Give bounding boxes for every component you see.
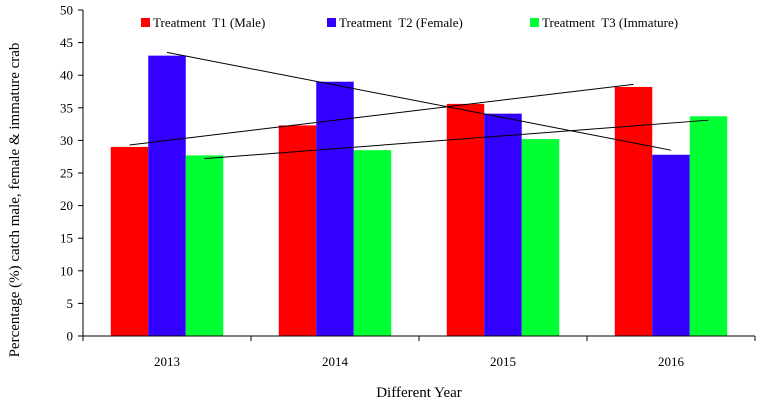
bar-3-2015	[521, 139, 560, 336]
y-tick-label: 30	[60, 133, 73, 148]
bar-1-2016	[614, 86, 653, 336]
bar-2-2016	[652, 154, 690, 336]
y-tick-label: 20	[60, 198, 73, 213]
legend-label-2: Treatment T2 (Female)	[339, 15, 463, 30]
bar-1-2013	[110, 146, 149, 336]
legend-label-3: Treatment T3 (Immature)	[542, 15, 678, 30]
bar-1-2014	[278, 125, 317, 337]
y-tick-label: 5	[67, 296, 74, 311]
y-tick-label: 25	[60, 166, 73, 181]
y-tick-label: 40	[60, 68, 73, 83]
plot-area: 0 5 10 15 20 25 30 35 40 45 50 2013 2014 2015 2016	[60, 3, 756, 369]
x-tick-label: 2014	[322, 354, 349, 369]
legend-swatch-3	[530, 18, 539, 27]
y-tick-label: 35	[60, 100, 73, 115]
bar-1-2015	[446, 103, 485, 336]
x-tick-label: 2013	[154, 354, 180, 369]
bar-2-2013	[148, 55, 186, 336]
trendline-1	[129, 83, 634, 146]
bar-2-2015	[484, 113, 522, 336]
legend: Treatment T1 (Male) Treatment T2 (Female)…	[141, 15, 678, 30]
legend-label-1: Treatment T1 (Male)	[153, 15, 265, 30]
y-tick-label: 50	[60, 3, 73, 18]
x-tick-label: 2015	[490, 354, 516, 369]
y-tick-label: 15	[60, 231, 73, 246]
bar-3-2013	[185, 155, 224, 336]
x-axis-title: Different Year	[376, 385, 462, 401]
legend-swatch-2	[327, 18, 336, 27]
bar-2-2014	[316, 81, 354, 336]
x-tick-label: 2016	[658, 354, 685, 369]
y-tick-label: 45	[60, 35, 73, 50]
y-tick-label: 10	[60, 263, 73, 278]
y-tick-label: 0	[67, 329, 74, 344]
trendline-3	[204, 119, 709, 160]
bar-3-2016	[689, 116, 728, 336]
y-axis-title: Percentage (%) catch male, female & imma…	[7, 43, 23, 358]
bar-3-2014	[353, 150, 392, 336]
trendline-2	[166, 51, 672, 151]
legend-swatch-1	[141, 18, 150, 27]
